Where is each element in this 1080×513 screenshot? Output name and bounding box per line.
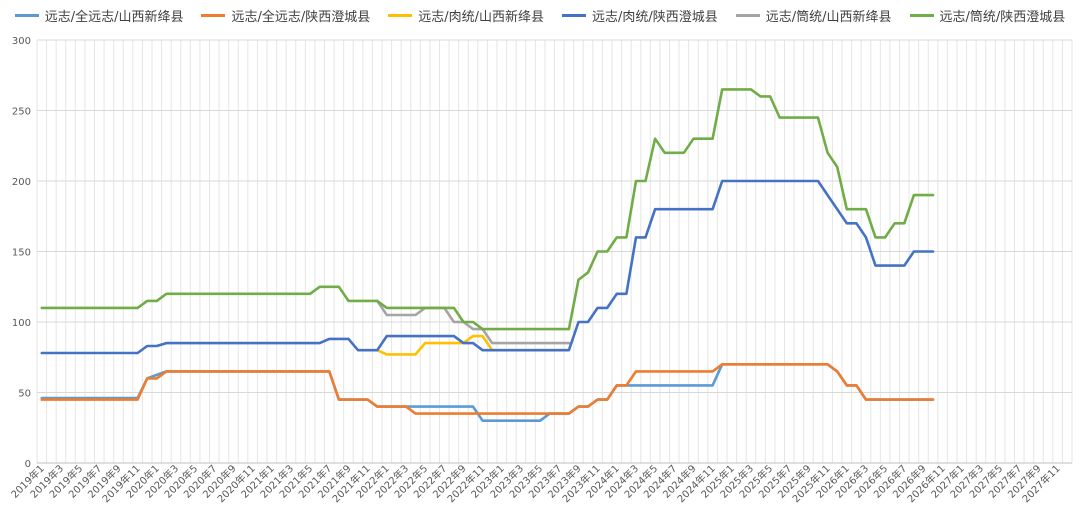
series-group	[40, 88, 935, 422]
y-tick-label: 50	[18, 389, 31, 400]
legend-item: 远志/肉统/陕西澄城县	[562, 6, 718, 25]
x-axis: 2019年12019年32019年52019年72019年92019年11202…	[8, 462, 1063, 505]
legend: 远志/全远志/山西新绛县 远志/全远志/陕西澄城县 远志/肉统/山西新绛县 远志/肉统…	[0, 6, 1080, 25]
series-line	[40, 179, 935, 355]
legend-label: 远志/肉统/山西新绛县	[418, 10, 544, 25]
legend-item: 远志/筒统/陕西澄城县	[909, 6, 1066, 25]
series-line	[375, 299, 571, 345]
y-tick-label: 150	[12, 248, 31, 259]
legend-item: 远志/筒统/山西新绛县	[735, 6, 892, 25]
series-line	[40, 363, 935, 415]
legend-swatch	[388, 14, 413, 17]
legend-label: 远志/筒统/山西新绛县	[765, 10, 892, 25]
y-axis: 0 50 100 150 200 250 300	[12, 36, 31, 470]
series-line	[40, 88, 935, 331]
y-tick-label: 0	[25, 459, 31, 470]
legend-label: 远志/肉统/陕西澄城县	[592, 10, 718, 25]
legend-label: 远志/全远志/陕西澄城县	[231, 10, 371, 25]
legend-swatch	[562, 14, 586, 17]
legend-swatch	[735, 14, 760, 17]
series-line	[375, 334, 571, 356]
legend-swatch	[909, 14, 934, 17]
legend-label: 远志/全远志/山西新绛县	[44, 10, 184, 25]
y-tick-label: 200	[12, 177, 31, 188]
legend-item: 远志/全远志/山西新绛县	[14, 6, 184, 25]
legend-item: 远志/肉统/山西新绛县	[388, 6, 544, 25]
y-tick-label: 250	[12, 107, 31, 118]
y-tick-label: 300	[12, 36, 31, 47]
legend-swatch	[14, 14, 39, 17]
legend-label: 远志/筒统/陕西澄城县	[939, 10, 1066, 25]
y-tick-label: 100	[12, 318, 31, 329]
legend-swatch	[201, 14, 226, 17]
gridlines	[36, 39, 1073, 464]
legend-item: 远志/全远志/陕西澄城县	[201, 6, 370, 25]
